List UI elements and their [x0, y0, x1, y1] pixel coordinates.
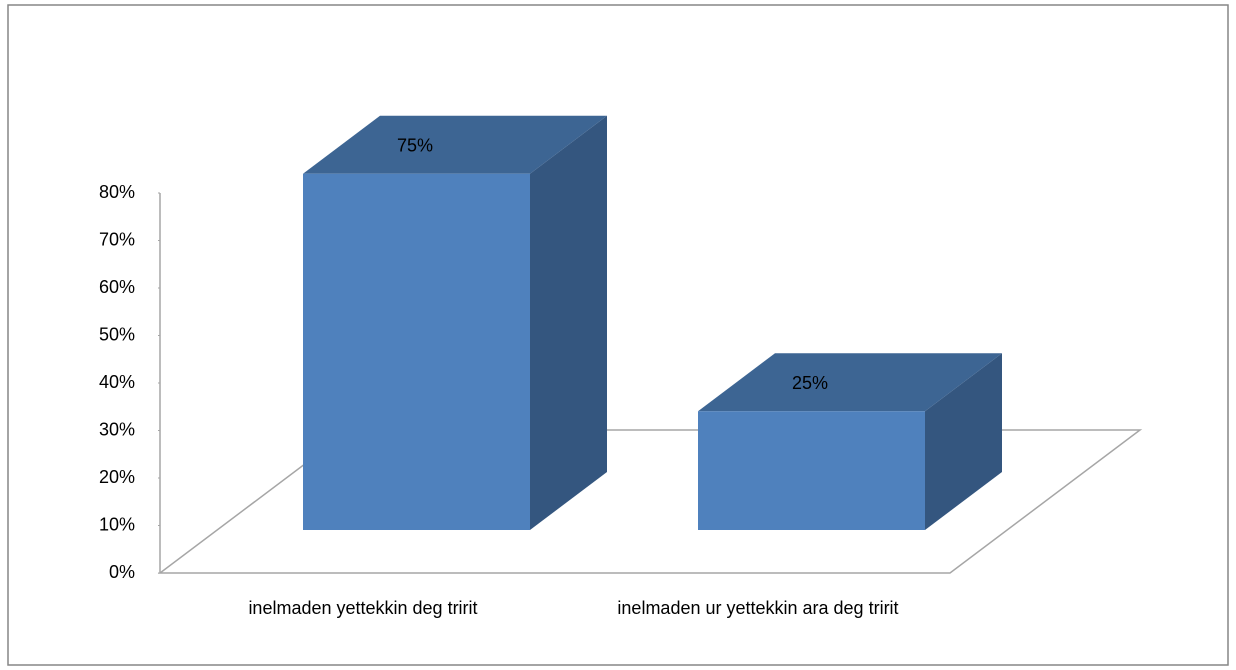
bar-side — [925, 353, 1002, 530]
y-tick-label: 50% — [99, 324, 135, 344]
floor — [157, 429, 1143, 574]
bar-top — [698, 353, 1002, 412]
bar-side — [530, 115, 607, 530]
bar-front — [698, 411, 925, 530]
value-label: 75% — [397, 136, 433, 156]
x-tick-label: inelmaden ur yettekkin ara deg tririt — [617, 598, 899, 618]
y-tick-label: 30% — [99, 419, 135, 439]
y-tick-label: 60% — [99, 277, 135, 297]
y-tick-label: 70% — [99, 229, 135, 249]
y-tick-label: 20% — [99, 467, 135, 487]
bar-front — [303, 173, 530, 530]
y-tick-label: 40% — [99, 372, 135, 392]
chart-frame — [7, 4, 1229, 666]
bar — [698, 353, 1002, 530]
bar-top — [303, 115, 607, 174]
value-label: 25% — [792, 373, 828, 393]
y-tick-label: 10% — [99, 514, 135, 534]
y-tick-label: 80% — [99, 182, 135, 202]
bar — [303, 115, 607, 530]
x-tick-label: inelmaden yettekkin deg tririt — [248, 598, 478, 618]
y-tick-label: 0% — [109, 562, 135, 582]
